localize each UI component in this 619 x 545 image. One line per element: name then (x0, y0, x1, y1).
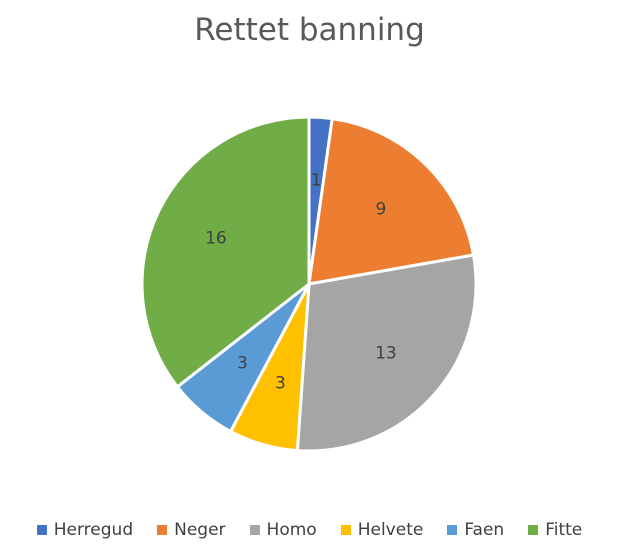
pie-slice-fitte (140, 115, 311, 389)
data-label-helvete: 3 (275, 374, 286, 394)
pie-slice-homo (295, 253, 478, 453)
pie-slice-neger (307, 117, 475, 286)
legend-swatch-faen (447, 525, 458, 535)
legend-item-fitte: Fitte (528, 520, 582, 540)
legend-swatch-fitte (528, 525, 539, 535)
data-label-fitte: 16 (205, 229, 227, 249)
legend-item-faen: Faen (447, 520, 504, 540)
chart-legend: Herregud Neger Homo Helvete Faen Fitte (0, 520, 619, 540)
data-label-homo: 13 (375, 343, 397, 363)
data-label-neger: 9 (376, 200, 387, 220)
legend-item-neger: Neger (157, 520, 226, 540)
legend-label-faen: Faen (464, 520, 505, 540)
chart-title: Rettet banning (194, 12, 425, 48)
legend-swatch-helvete (340, 525, 351, 535)
legend-label-herregud: Herregud (53, 520, 134, 540)
legend-label-fitte: Fitte (545, 520, 583, 540)
legend-label-homo: Homo (266, 520, 317, 540)
legend-item-helvete: Helvete (340, 520, 424, 540)
data-label-herregud: 1 (311, 171, 322, 191)
legend-label-helvete: Helvete (357, 520, 424, 540)
legend-item-homo: Homo (249, 520, 317, 540)
legend-item-herregud: Herregud (36, 520, 134, 540)
legend-swatch-neger (157, 525, 168, 535)
legend-swatch-homo (249, 525, 260, 535)
legend-label-neger: Neger (174, 520, 226, 540)
legend-swatch-herregud (36, 525, 47, 535)
data-label-faen: 3 (237, 353, 248, 373)
